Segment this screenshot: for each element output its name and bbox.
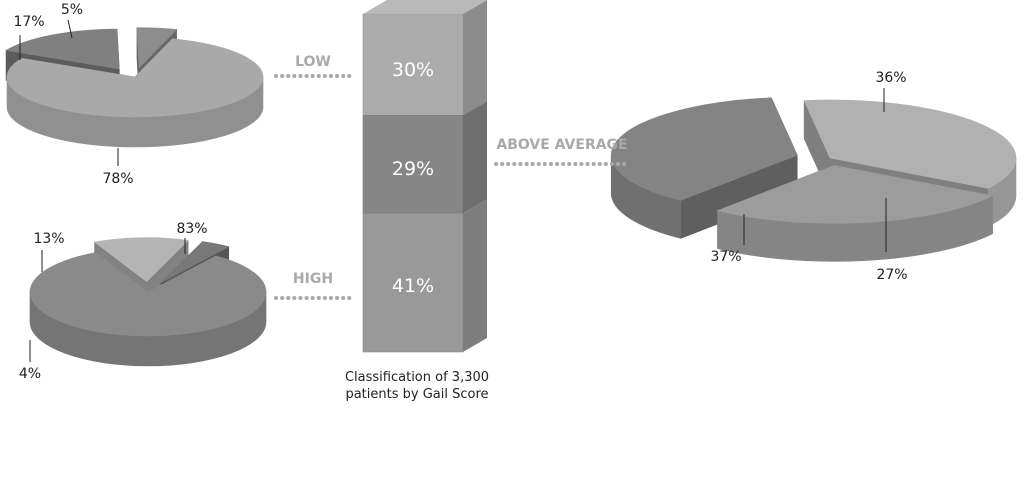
bar-segment-above-average [362, 115, 464, 214]
low-pie-slice-5 [136, 27, 178, 69]
labels: LOW ABOVE AVERAGE HIGH 30% 29% 41% Class… [13, 2, 907, 402]
bar-caption-line-2: patients by Gail Score [345, 387, 488, 402]
high-pie-slice-83 [29, 252, 267, 337]
bar-label-above-average: 29% [392, 158, 434, 180]
bar-caption-line-1: Classification of 3,300 [345, 370, 489, 385]
tier-label-above-average: ABOVE AVERAGE [496, 137, 627, 153]
above-avg-pie-slice-37 [610, 97, 798, 201]
low-pie [5, 19, 264, 166]
above-avg-pie-label-36: 36% [875, 70, 906, 86]
bar-label-low: 30% [392, 59, 434, 81]
low-pie-leader-line-2 [67, 19, 73, 39]
low-pie-label-17: 17% [13, 14, 44, 30]
stacked-bar [362, 0, 487, 353]
bar-side-high [463, 199, 487, 352]
low-pie-label-78: 78% [102, 171, 133, 187]
low-pie-slice-17 [5, 28, 120, 70]
above-avg-pie-slice-36 [803, 99, 1017, 189]
high-pie-label-83: 83% [176, 221, 207, 237]
low-pie-label-5: 5% [61, 2, 83, 18]
high-pie-label-13: 13% [33, 231, 64, 247]
above-avg-pie [610, 88, 1017, 262]
tier-label-low: LOW [295, 54, 331, 70]
tier-label-high: HIGH [293, 271, 333, 287]
low-pie-slice-78 [6, 38, 264, 118]
above-avg-pie-slice-27 [716, 165, 994, 224]
high-pie [29, 237, 267, 367]
bar-segment-low [362, 13, 464, 116]
bar-top-face [363, 0, 487, 14]
above-avg-pie-label-27: 27% [876, 267, 907, 283]
high-pie-label-4: 4% [19, 366, 41, 382]
bar-label-high: 41% [392, 275, 434, 297]
high-pie-slice-13 [93, 237, 189, 282]
connectors [274, 74, 632, 300]
bar-segment-high [362, 213, 464, 353]
above-avg-pie-label-37: 37% [710, 249, 741, 265]
high-pie-slice-4 [160, 241, 230, 284]
bar-side-above-average [463, 101, 487, 214]
pie-charts [5, 19, 1017, 367]
bar-side-low [463, 0, 487, 116]
